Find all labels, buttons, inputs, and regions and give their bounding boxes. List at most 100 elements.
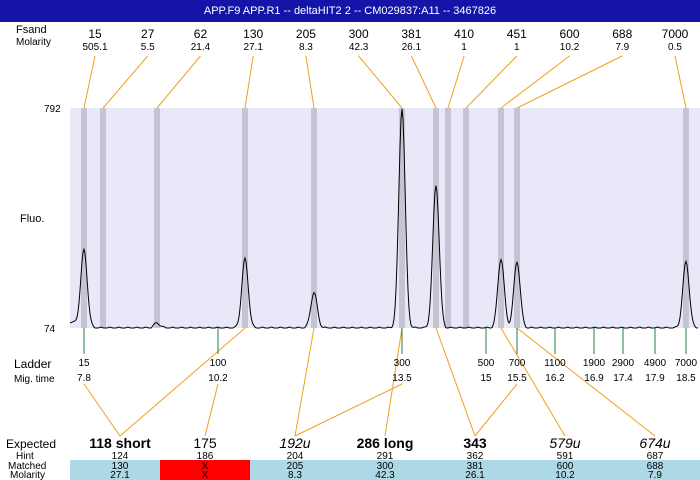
fragment-bands: [81, 108, 689, 328]
fragment-molarity-label: 1: [461, 42, 467, 53]
fragment-band: [399, 108, 405, 328]
ladder-mig-label: 16.2: [545, 373, 565, 384]
fragment-molarity-label: 1: [514, 42, 520, 53]
expected-connector: [500, 327, 566, 437]
label-molarity: Molarity: [10, 470, 45, 480]
fragment-band: [242, 108, 248, 328]
y-tick-label: 792: [44, 104, 61, 115]
ladder-size-label: 1100: [544, 358, 566, 369]
fragment-size-label: 381: [401, 27, 421, 41]
label-ladder: Ladder: [14, 357, 51, 371]
matched-molarity-value: 26.1: [465, 470, 485, 480]
fragment-size-label: 688: [612, 27, 632, 41]
fragment-band: [514, 108, 520, 328]
hint-value: 186: [197, 451, 214, 462]
fragment-molarity-label: 21.4: [191, 42, 211, 53]
plot-background: [70, 108, 700, 328]
fragment-connector: [305, 55, 315, 109]
y-tick-label: 74: [44, 324, 56, 335]
expected-connector: [294, 327, 315, 437]
label-fsand: Fsand: [16, 24, 47, 36]
fragment-connector: [156, 55, 201, 109]
fragment-size-label: 7000: [662, 27, 689, 41]
fluorescence-trace: [69, 108, 698, 329]
plot-area: 792 74: [44, 104, 700, 335]
matched-molarity-value: X: [202, 470, 209, 480]
fragment-size-label: 15: [88, 27, 102, 41]
hint-value: 291: [377, 451, 394, 462]
fragment-connector: [244, 55, 254, 109]
expected-name: 343: [463, 435, 487, 451]
fragment-size-label: 451: [507, 27, 527, 41]
ladder-mig-label: 17.4: [613, 373, 633, 384]
fragment-molarity-label: 26.1: [402, 42, 422, 53]
ladder-size-label: 2900: [612, 358, 635, 369]
fragment-band: [683, 108, 689, 328]
ladder-connector: [294, 383, 403, 437]
fragment-band: [100, 108, 106, 328]
fragment-connector: [102, 55, 149, 109]
ladder-mig-label: 15.5: [507, 373, 527, 384]
fragment-connector: [674, 55, 687, 109]
ladder-mig-label: 18.5: [676, 373, 696, 384]
fragment-connector: [410, 55, 437, 109]
hint-value: 204: [287, 451, 304, 462]
matched-molarity-value: 27.1: [110, 470, 130, 480]
row-labels: Fsand Molarity Fluo. Ladder Mig. time Ex…: [6, 24, 56, 480]
fragment-connector: [516, 55, 623, 109]
connector-lines: [83, 55, 687, 437]
expected-name: 674u: [639, 435, 670, 451]
fragment-band: [311, 108, 317, 328]
ladder-connector: [83, 383, 121, 437]
matched-value: 130: [112, 461, 129, 472]
matched-molarity-value: 10.2: [555, 470, 575, 480]
fragment-molarity-label: 0.5: [668, 42, 682, 53]
fragment-molarity-label: 10.2: [560, 42, 580, 53]
fragment-band: [463, 108, 469, 328]
matched-value: 688: [647, 461, 664, 472]
hint-value: 687: [647, 451, 664, 462]
trace-group: [69, 108, 698, 329]
expected-connector: [435, 327, 476, 437]
ladder-size-label: 7000: [675, 358, 698, 369]
ladder-size-label: 15: [78, 358, 90, 369]
ladder-size-label: 300: [394, 358, 411, 369]
expected-name: 286 long: [357, 435, 414, 451]
fragment-molarity-label: 5.5: [141, 42, 155, 53]
fragment-size-label: 130: [243, 27, 263, 41]
fragment-connector: [83, 55, 96, 109]
label-hint: Hint: [16, 451, 34, 462]
fragment-connector: [447, 55, 465, 109]
fragment-molarity-label: 7.9: [615, 42, 629, 53]
fragment-size-label: 62: [194, 27, 208, 41]
ladder-mig-label: 16.9: [584, 373, 604, 384]
fragment-band: [433, 108, 439, 328]
label-mig-time: Mig. time: [14, 374, 55, 385]
matched-value: 300: [377, 461, 394, 472]
expected-table: 118 short12413027.1175186XX192u2042058.3…: [70, 435, 700, 480]
ladder-size-label: 4900: [644, 358, 667, 369]
fragment-molarity-label: 505.1: [82, 42, 107, 53]
fragment-size-label: 27: [141, 27, 155, 41]
fragment-molarity-label: 42.3: [349, 42, 369, 53]
fragment-band: [498, 108, 504, 328]
fragment-size-label: 410: [454, 27, 474, 41]
fragment-molarity-label: 8.3: [299, 42, 313, 53]
ladder-size-label: 1900: [583, 358, 606, 369]
ladder-row: 15 7.8 100 10.2 300 13.5 500 15 700 15.5 1100 16.2 1…: [77, 328, 698, 384]
fragment-size-label: 205: [296, 27, 316, 41]
fragment-size-label: 600: [560, 27, 580, 41]
expected-connector: [516, 327, 656, 437]
ladder-mig-label: 7.8: [77, 373, 91, 384]
label-matched: Matched: [8, 461, 46, 472]
expected-name: 118 short: [89, 435, 151, 451]
expected-name: 192u: [279, 435, 310, 451]
matched-molarity-value: 8.3: [288, 470, 302, 480]
label-fluo: Fluo.: [20, 213, 44, 225]
label-top-molarity: Molarity: [16, 37, 51, 48]
fragment-molarity-label: 27.1: [243, 42, 263, 53]
expected-name: 175: [193, 435, 217, 451]
matched-molarity-value: 7.9: [648, 470, 662, 480]
ladder-size-label: 500: [478, 358, 495, 369]
